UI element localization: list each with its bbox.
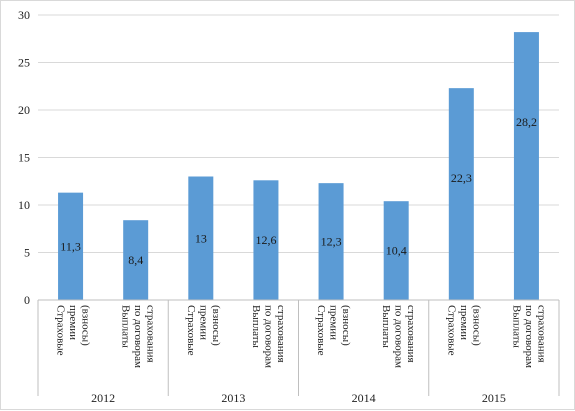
- bar: [123, 220, 149, 300]
- data-label: 12,6: [255, 233, 276, 247]
- category-label-line: (взносы): [340, 305, 352, 346]
- bar: [318, 183, 344, 300]
- data-label: 28,2: [516, 115, 537, 129]
- y-tick-label: 0: [24, 293, 30, 307]
- year-label: 2015: [482, 391, 506, 405]
- year-label: 2012: [91, 391, 115, 405]
- category-label-line: (взносы): [80, 305, 92, 346]
- bar: [448, 88, 474, 301]
- category-label-line: Страховые: [315, 305, 327, 356]
- data-label: 8,4: [128, 253, 143, 267]
- y-tick-label: 15: [18, 151, 30, 165]
- category-label: Выплатыпо договорамстрахования: [380, 305, 417, 368]
- category-label: Выплатыпо договорамстрахования: [120, 305, 157, 368]
- category-label-line: Выплаты: [510, 305, 522, 349]
- category-label: Страховыепремии(взносы): [315, 305, 352, 356]
- category-label-line: по договорам: [393, 305, 405, 368]
- bar: [58, 192, 84, 300]
- category-label-line: (взносы): [210, 305, 222, 346]
- bar: [188, 176, 214, 300]
- bar: [513, 32, 539, 300]
- category-label-line: по договорам: [262, 305, 274, 368]
- category-label-line: Выплаты: [250, 305, 262, 349]
- category-label-line: премии: [67, 305, 79, 340]
- category-label-line: Выплаты: [120, 305, 132, 349]
- category-label: Страховыепремии(взносы): [445, 305, 482, 356]
- category-label-line: по договорам: [132, 305, 144, 368]
- y-tick-label: 5: [24, 246, 30, 260]
- category-label-line: Страховые: [55, 305, 67, 356]
- category-label-line: по договорам: [523, 305, 535, 368]
- category-label: Страховыепремии(взносы): [185, 305, 222, 356]
- category-label-line: страхования: [405, 305, 417, 363]
- bar: [253, 180, 279, 300]
- y-tick-label: 20: [18, 103, 30, 117]
- category-label: Страховыепремии(взносы): [55, 305, 92, 356]
- category-label-line: премии: [197, 305, 209, 340]
- data-label: 11,3: [60, 239, 81, 253]
- y-tick-label: 30: [18, 8, 30, 22]
- category-label-line: страхования: [535, 305, 547, 363]
- y-tick-label: 25: [18, 56, 30, 70]
- data-label: 10,4: [386, 244, 407, 258]
- category-label: Выплатыпо договорамстрахования: [250, 305, 287, 368]
- category-label-line: страхования: [145, 305, 157, 363]
- data-label: 22,3: [451, 171, 472, 185]
- category-label-line: (взносы): [470, 305, 482, 346]
- year-label: 2013: [221, 391, 245, 405]
- bar: [383, 201, 409, 300]
- category-label-line: страхования: [275, 305, 287, 363]
- year-label: 2014: [352, 391, 376, 405]
- category-label-line: Страховые: [445, 305, 457, 356]
- category-label: Выплатыпо договорамстрахования: [510, 305, 547, 368]
- category-label-line: премии: [458, 305, 470, 340]
- data-label: 12,3: [321, 235, 342, 249]
- category-label-line: Выплаты: [380, 305, 392, 349]
- category-label-line: Страховые: [185, 305, 197, 356]
- y-tick-label: 10: [18, 198, 30, 212]
- data-label: 13: [195, 231, 207, 245]
- category-label-line: премии: [328, 305, 340, 340]
